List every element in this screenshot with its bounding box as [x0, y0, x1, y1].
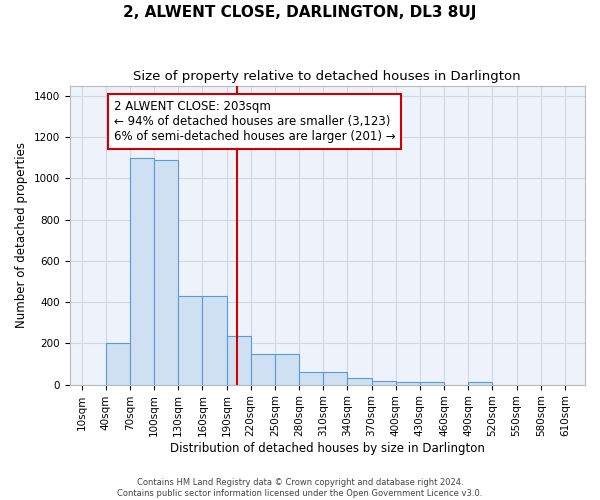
Bar	[130, 158, 154, 384]
Bar	[178, 296, 202, 384]
Bar	[371, 380, 396, 384]
Bar	[202, 296, 227, 384]
Bar	[347, 378, 371, 384]
Bar	[227, 336, 251, 384]
Bar	[299, 372, 323, 384]
Text: 2 ALWENT CLOSE: 203sqm
← 94% of detached houses are smaller (3,123)
6% of semi-d: 2 ALWENT CLOSE: 203sqm ← 94% of detached…	[114, 100, 395, 143]
Bar	[154, 160, 178, 384]
Bar	[396, 382, 420, 384]
Bar	[251, 354, 275, 384]
Title: Size of property relative to detached houses in Darlington: Size of property relative to detached ho…	[133, 70, 521, 83]
Text: Contains HM Land Registry data © Crown copyright and database right 2024.
Contai: Contains HM Land Registry data © Crown c…	[118, 478, 482, 498]
Bar	[420, 382, 444, 384]
Bar	[275, 354, 299, 384]
Bar	[106, 344, 130, 384]
X-axis label: Distribution of detached houses by size in Darlington: Distribution of detached houses by size …	[170, 442, 485, 455]
Bar	[468, 382, 493, 384]
Bar	[323, 372, 347, 384]
Text: 2, ALWENT CLOSE, DARLINGTON, DL3 8UJ: 2, ALWENT CLOSE, DARLINGTON, DL3 8UJ	[124, 5, 476, 20]
Y-axis label: Number of detached properties: Number of detached properties	[15, 142, 28, 328]
